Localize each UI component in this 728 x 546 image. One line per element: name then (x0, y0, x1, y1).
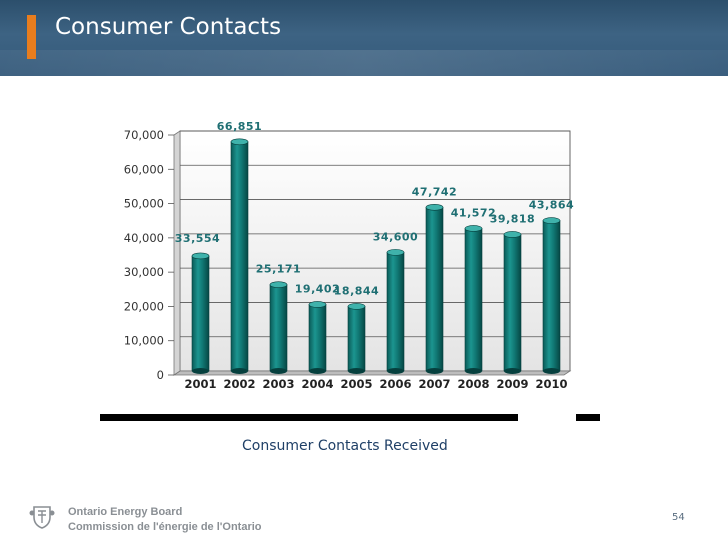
bar-cap (191, 252, 210, 260)
bar-body (503, 234, 522, 372)
bar-cap (503, 231, 522, 238)
x-tick-label: 2001 (184, 377, 216, 391)
y-tick-label: 20,000 (124, 299, 164, 313)
y-tick-label: 30,000 (124, 265, 164, 279)
bar-body (425, 207, 444, 372)
bar-base (231, 368, 248, 374)
data-label: 41,572 (451, 206, 496, 219)
org-name-fr: Commission de l'énergie de l'Ontario (68, 521, 262, 533)
bar-cap (464, 225, 483, 232)
bar-base (192, 368, 209, 374)
chart-caption: Consumer Contacts Received (242, 438, 448, 454)
bar-cap (308, 301, 327, 308)
bar-body (542, 220, 561, 372)
data-label: 25,171 (256, 263, 301, 276)
y-tick-label: 40,000 (124, 231, 164, 245)
bar-2007 (425, 204, 444, 374)
bar-body (191, 255, 210, 372)
bar-cap (347, 303, 366, 310)
bar-2001 (191, 252, 210, 374)
data-label: 47,742 (412, 185, 457, 198)
x-tick-label: 2008 (457, 377, 489, 391)
bar-2004 (308, 301, 327, 374)
bar-base (543, 368, 560, 374)
bar-base (426, 368, 443, 374)
org-name-en: Ontario Energy Board (68, 506, 183, 518)
bar-body (464, 228, 483, 372)
bar-body (347, 306, 366, 372)
x-tick-label: 2005 (340, 377, 372, 391)
x-tick-label: 2006 (379, 377, 411, 391)
x-tick-label: 2003 (262, 377, 294, 391)
y-tick-label: 10,000 (124, 334, 164, 348)
data-label: 66,851 (217, 120, 262, 133)
bar-cap (269, 281, 288, 288)
slide-header: Consumer Contacts (0, 0, 728, 76)
bar-base (504, 368, 521, 374)
bar-body (308, 304, 327, 372)
data-label: 19,402 (295, 282, 340, 295)
data-label: 43,864 (529, 199, 574, 212)
bar-cap (425, 204, 444, 211)
x-tick-label: 2010 (535, 377, 567, 391)
accent-bar (27, 15, 36, 59)
bar-body (386, 252, 405, 372)
y-tick-label: 0 (157, 368, 164, 382)
black-rule-left (100, 414, 518, 421)
slide-title: Consumer Contacts (55, 14, 282, 40)
bar-body (269, 284, 288, 372)
bar-2010 (542, 217, 561, 374)
header-stripe (0, 50, 728, 76)
data-label: 18,844 (334, 284, 379, 297)
bar-2008 (464, 225, 483, 374)
bar-base (348, 368, 365, 374)
black-rule-right (576, 414, 600, 421)
x-tick-label: 2004 (301, 377, 333, 391)
bar-cap (542, 217, 561, 224)
data-label: 39,818 (490, 212, 535, 225)
y-tick-label: 70,000 (124, 128, 164, 142)
bar-base (387, 368, 404, 374)
bar-cap (230, 138, 249, 146)
data-label: 34,600 (373, 230, 418, 243)
bar-base (270, 368, 287, 374)
x-tick-label: 2007 (418, 377, 450, 391)
bar-2009 (503, 231, 522, 374)
bar-cap (386, 249, 405, 256)
bar-2002 (230, 138, 249, 374)
bar-base (465, 368, 482, 374)
y-tick-label: 50,000 (124, 197, 164, 211)
bar-body (230, 141, 249, 372)
bar-2006 (386, 249, 405, 374)
page-number: 54 (672, 512, 685, 523)
bar-2005 (347, 303, 366, 374)
ontario-crest-icon (29, 506, 55, 529)
x-tick-label: 2009 (496, 377, 528, 391)
x-tick-label: 2002 (223, 377, 255, 391)
bar-2003 (269, 281, 288, 374)
data-label: 33,554 (175, 232, 220, 245)
bar-base (309, 368, 326, 374)
plot-side-wall (173, 130, 181, 376)
y-tick-label: 60,000 (124, 162, 164, 176)
